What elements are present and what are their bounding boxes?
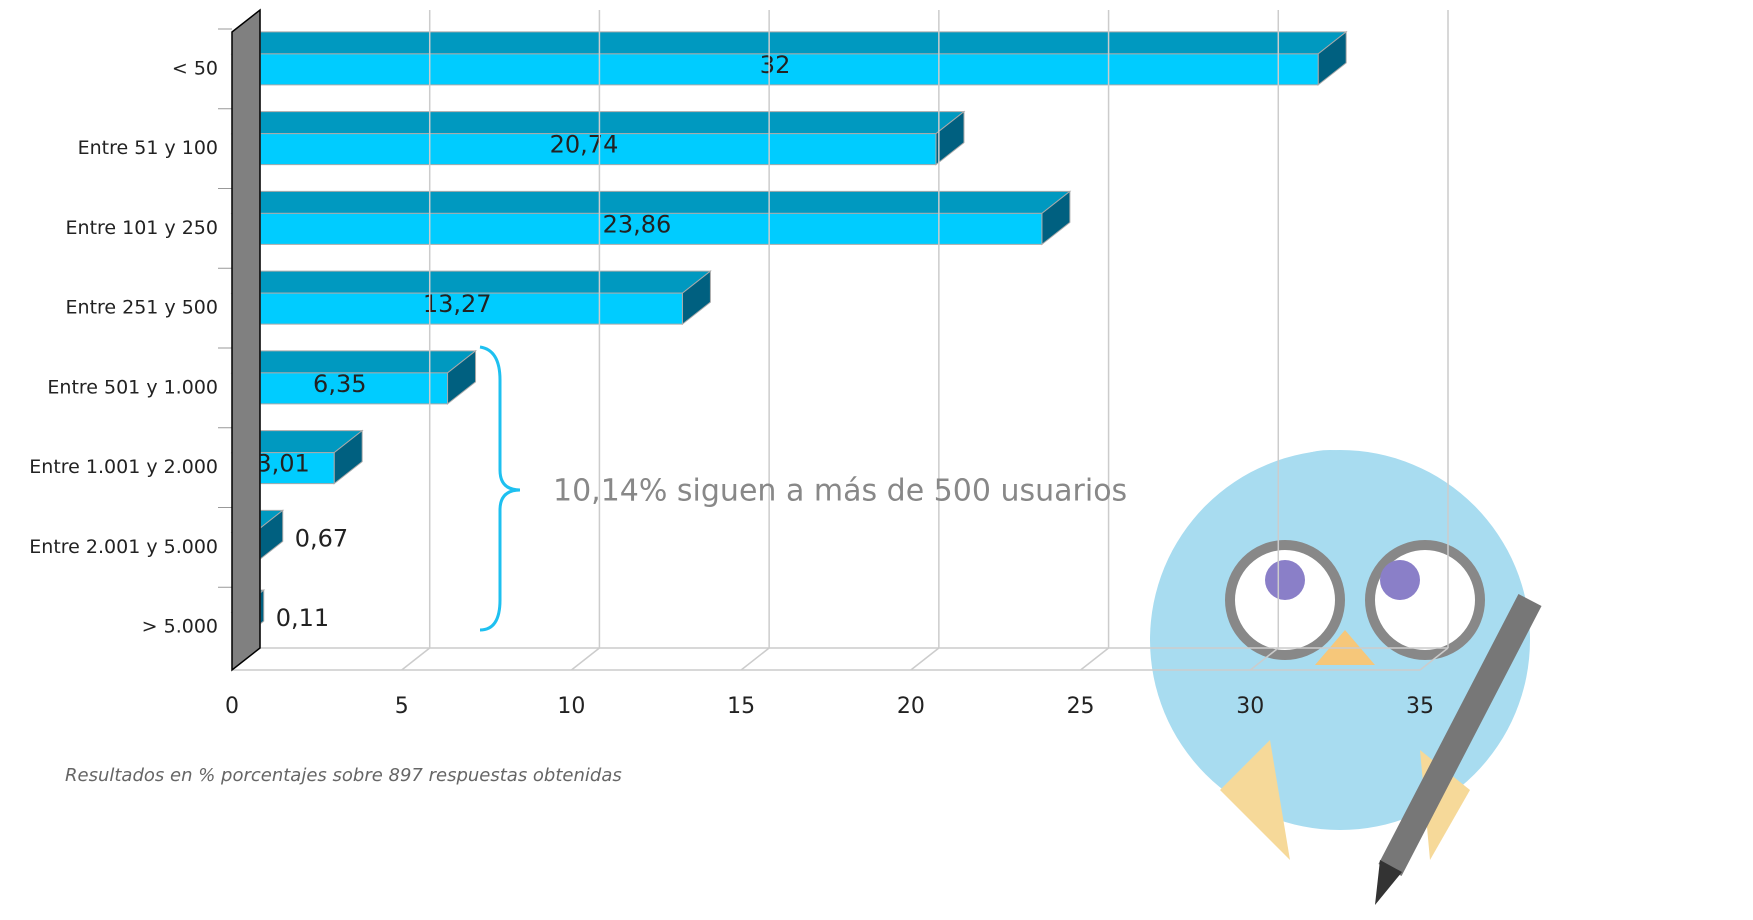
x-tick-label: 15 [727, 694, 755, 719]
bar [231, 212, 1043, 245]
x-tick-label: 25 [1067, 694, 1095, 719]
value-label: 20,74 [550, 131, 619, 159]
bar [231, 372, 449, 405]
pencil [1378, 594, 1542, 876]
floor-line [740, 647, 770, 671]
bird-pupil [1380, 560, 1420, 600]
floor-line [570, 647, 600, 671]
side-wall [231, 8, 261, 672]
y-tick-label: < 50 [172, 57, 218, 79]
y-tick-label: Entre 101 y 250 [66, 217, 218, 239]
bird-eye [1365, 540, 1485, 660]
floor-line [1419, 647, 1449, 671]
annotation: 10,14% siguen a más de 500 usuarios [553, 474, 1127, 509]
x-tick-label: 35 [1406, 694, 1434, 719]
x-tick-label: 30 [1236, 694, 1264, 719]
bird-foot [1220, 740, 1290, 860]
x-tick-label: 0 [225, 694, 239, 719]
value-label: 23,86 [603, 210, 672, 238]
bar [231, 53, 1319, 86]
value-label: 3,01 [256, 450, 309, 478]
bar [231, 133, 937, 166]
pencil-tip [1375, 860, 1402, 905]
decorative-bird [1150, 450, 1542, 905]
bird-tuft [1260, 450, 1400, 570]
floor-line [910, 647, 940, 671]
value-label: 6,35 [313, 370, 366, 398]
y-tick-label: > 5.000 [142, 616, 218, 638]
y-tick-label: Entre 51 y 100 [78, 137, 218, 159]
x-tick-label: 10 [557, 694, 585, 719]
y-tick-label: Entre 1.001 y 2.000 [29, 456, 218, 478]
y-tick-label: Entre 501 y 1.000 [47, 376, 218, 398]
footnote: Resultados en % porcentajes sobre 897 re… [65, 765, 622, 786]
x-tick-label: 20 [897, 694, 925, 719]
floor-line [1080, 647, 1110, 671]
floor-line [401, 647, 431, 671]
value-label: 0,67 [295, 524, 348, 552]
bird-pupil [1265, 560, 1305, 600]
brace [479, 345, 521, 632]
floor-line [1249, 647, 1279, 671]
value-label: 32 [760, 51, 791, 79]
y-tick-label: Entre 2.001 y 5.000 [29, 536, 218, 558]
y-tick-label: Entre 251 y 500 [66, 297, 218, 319]
value-label: 13,27 [423, 290, 492, 318]
x-tick-label: 5 [395, 694, 409, 719]
value-label: 0,11 [276, 604, 329, 632]
